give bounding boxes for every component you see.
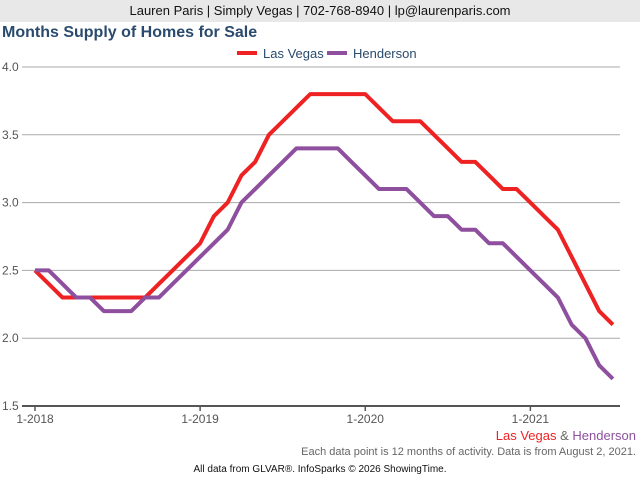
y-tick-label: 2.0 xyxy=(2,331,19,345)
footer-legend-las-vegas: Las Vegas xyxy=(495,428,557,443)
x-tick-label: 1-2021 xyxy=(512,412,550,426)
x-tick-label: 1-2018 xyxy=(16,412,54,426)
y-tick-label: 3.0 xyxy=(2,196,19,210)
y-tick-label: 1.5 xyxy=(2,399,19,413)
footer-legend-henderson: Henderson xyxy=(572,428,636,443)
y-tick-label: 2.5 xyxy=(2,263,19,277)
x-tick-label: 1-2020 xyxy=(347,412,385,426)
chart-title: Months Supply of Homes for Sale xyxy=(2,24,258,41)
legend-label: Las Vegas xyxy=(263,46,324,61)
x-tick-label: 1-2019 xyxy=(181,412,219,426)
contact-header: Lauren Paris | Simply Vegas | 702-768-89… xyxy=(0,0,640,22)
y-tick-label: 3.5 xyxy=(2,128,19,142)
series-line-las-vegas xyxy=(33,92,615,327)
footer-legend-sep: & xyxy=(556,428,573,443)
source-note: All data from GLVAR®. InfoSparks © 2026 … xyxy=(193,464,447,475)
legend-label: Henderson xyxy=(353,46,417,61)
series-line-henderson xyxy=(35,146,615,381)
y-tick-label: 4.0 xyxy=(2,60,19,74)
data-note: Each data point is 12 months of activity… xyxy=(301,446,636,458)
footer-legend: Las Vegas & Henderson xyxy=(496,428,636,443)
